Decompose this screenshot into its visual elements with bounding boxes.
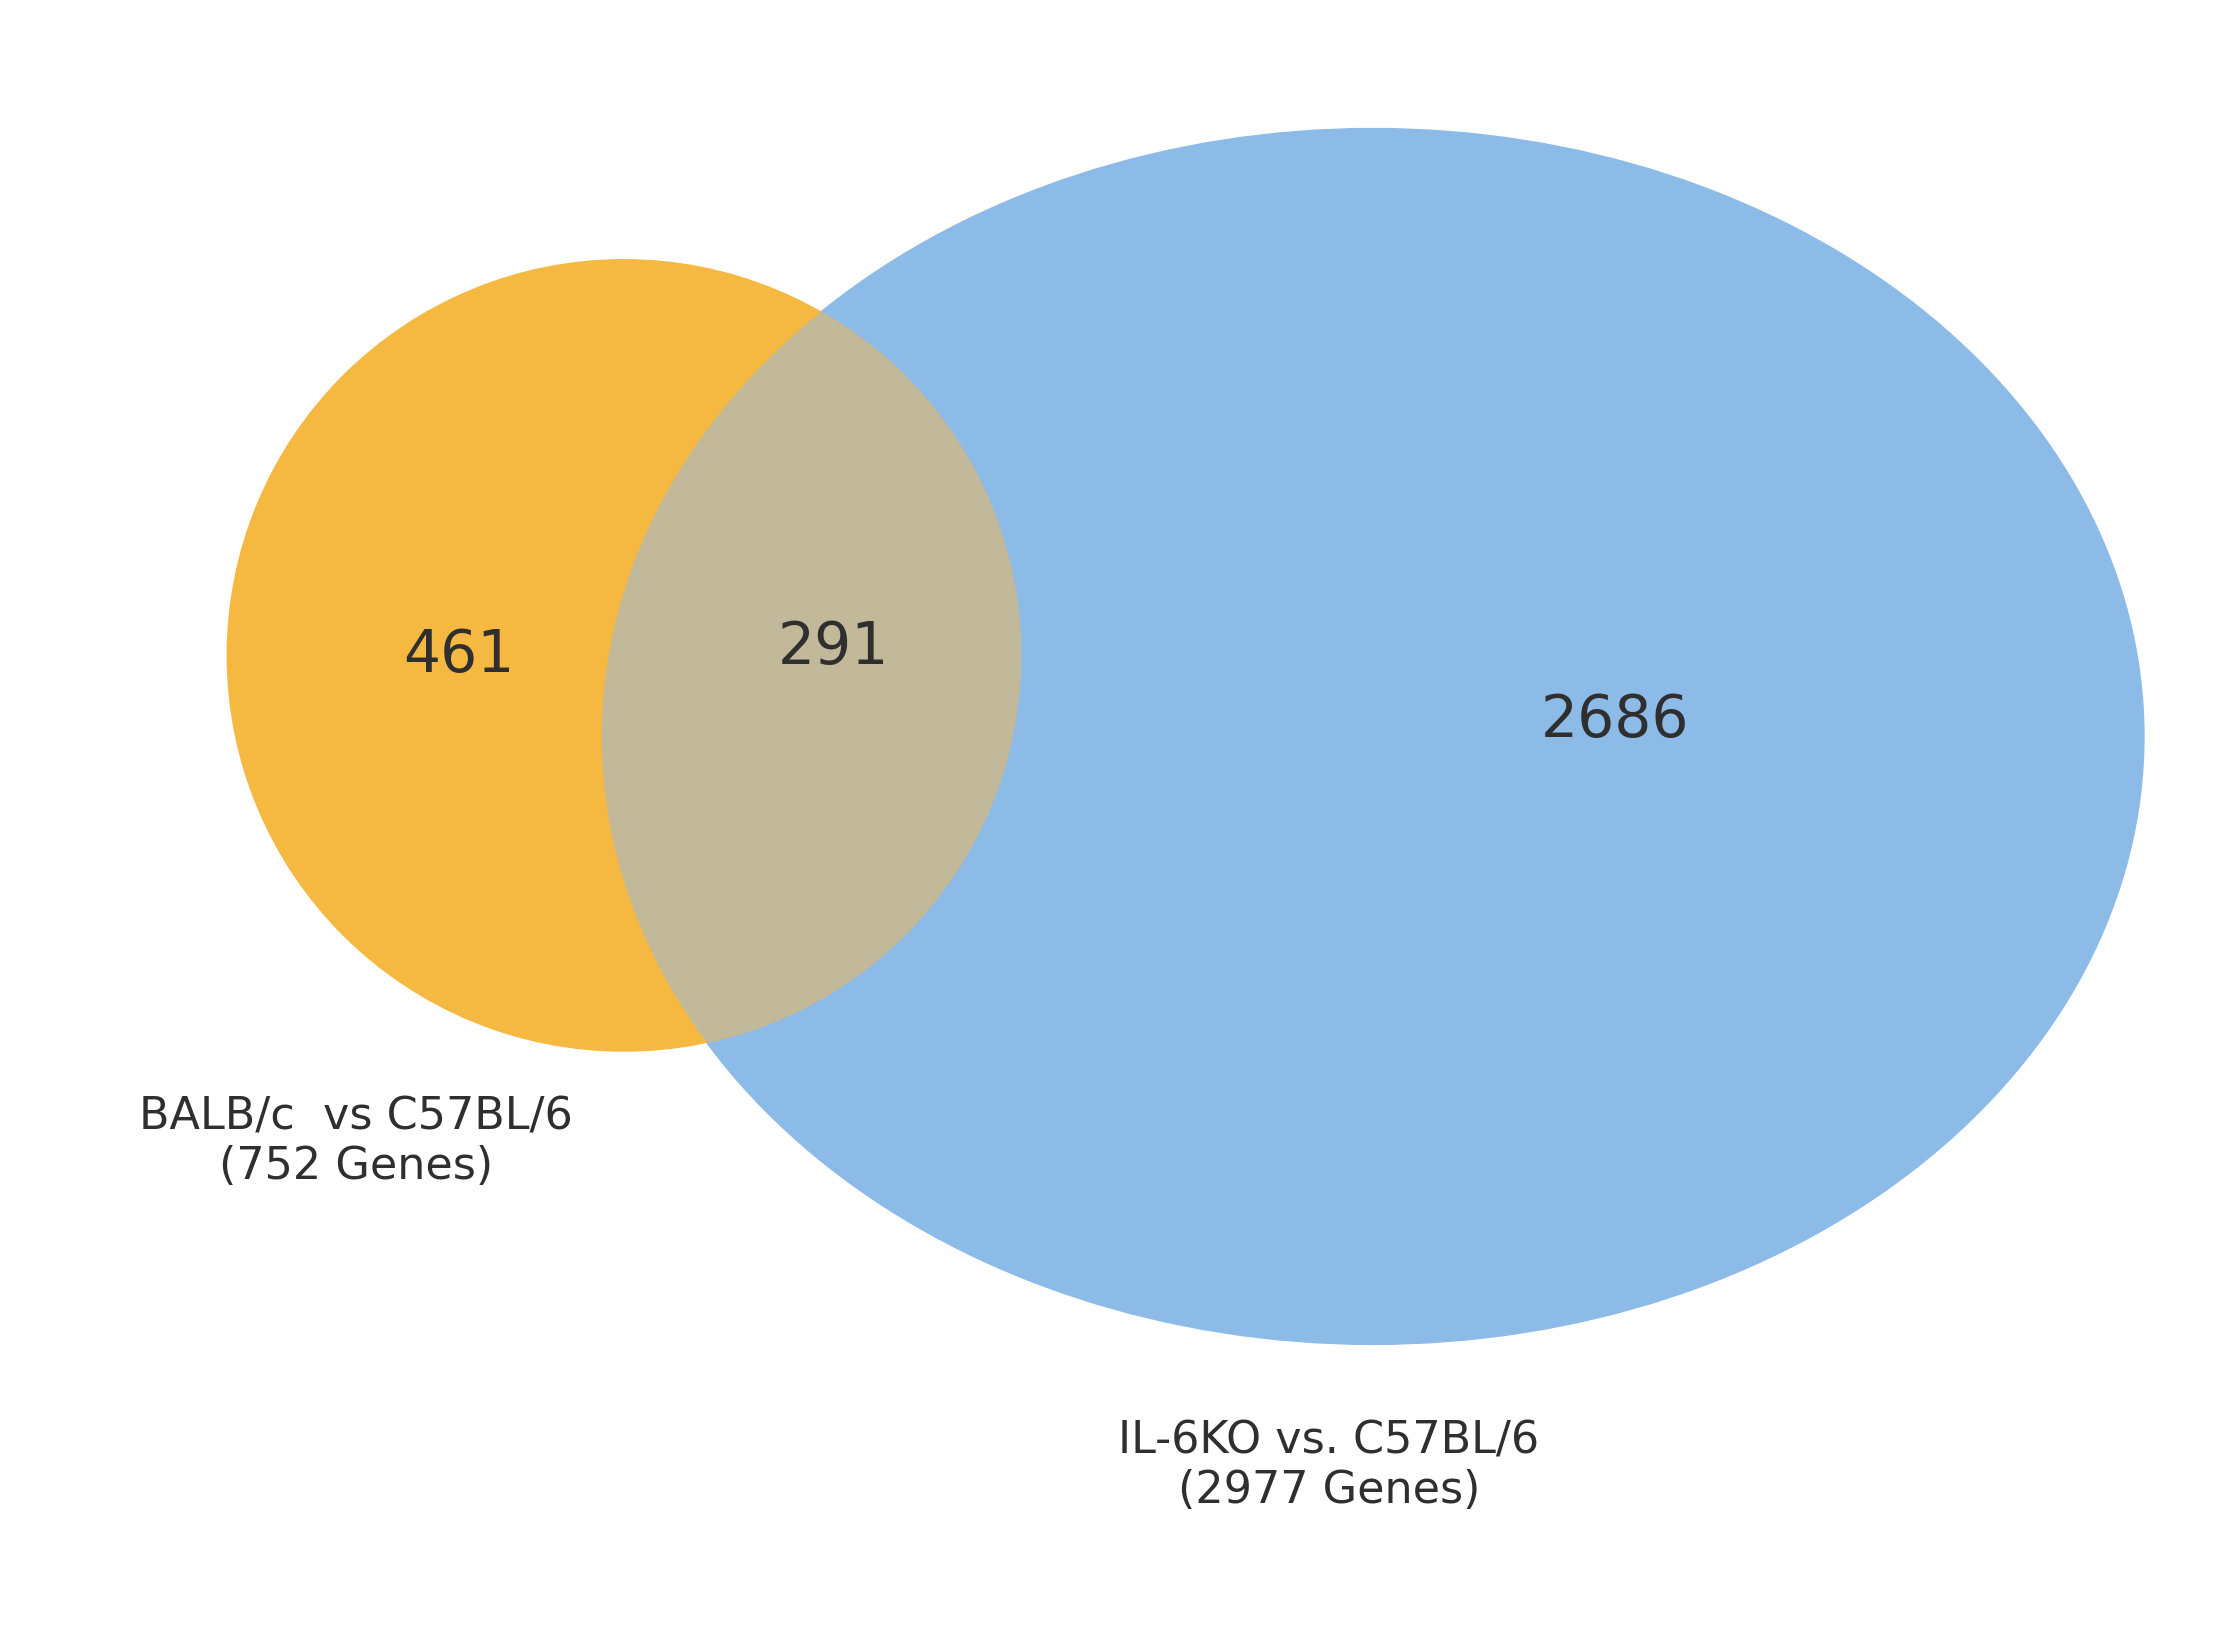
Text: 461: 461 xyxy=(403,626,514,683)
Ellipse shape xyxy=(601,129,2144,1344)
Ellipse shape xyxy=(228,260,1020,1051)
Text: 2686: 2686 xyxy=(1541,692,1689,749)
Text: IL-6KO vs. C57BL/6
(2977 Genes): IL-6KO vs. C57BL/6 (2977 Genes) xyxy=(1117,1419,1539,1512)
Text: BALB/c  vs C57BL/6
(752 Genes): BALB/c vs C57BL/6 (752 Genes) xyxy=(140,1095,572,1189)
Text: 291: 291 xyxy=(778,618,889,675)
Ellipse shape xyxy=(228,260,1020,1051)
